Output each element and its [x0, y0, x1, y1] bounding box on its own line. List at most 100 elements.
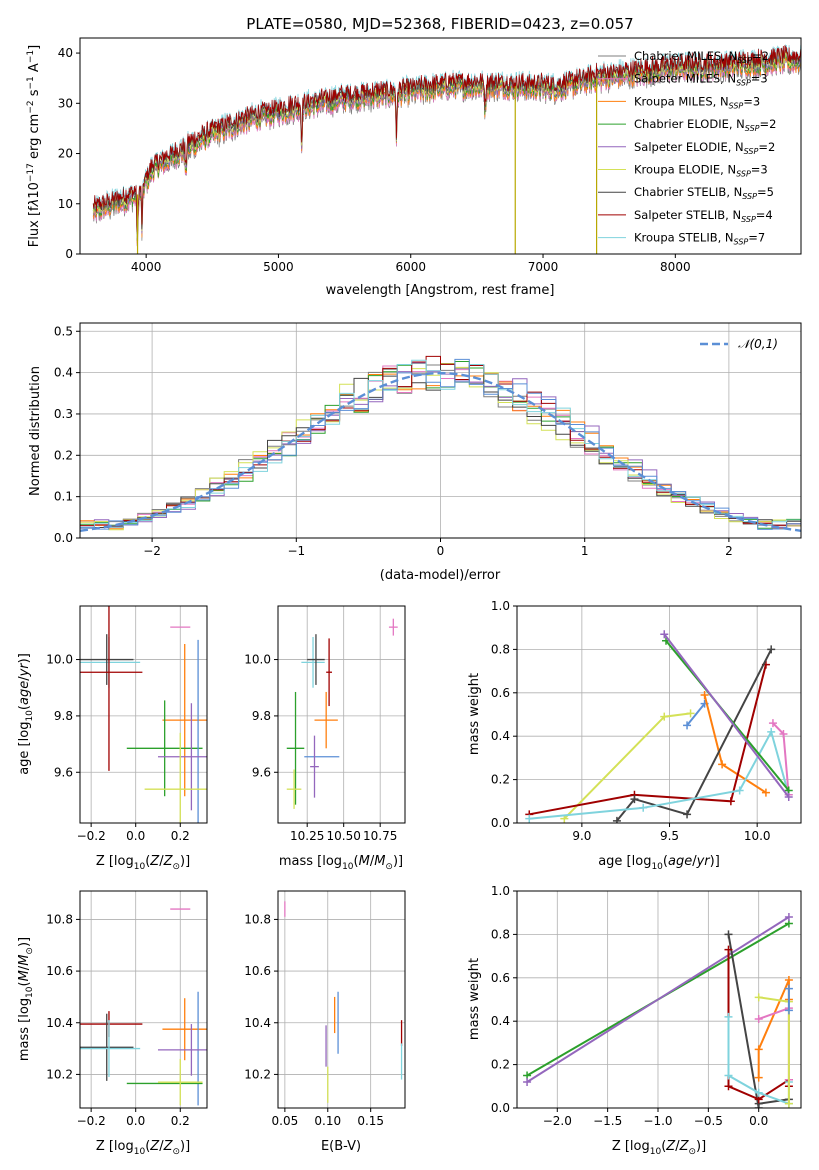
- spectrum-ticks: 4000 5000 6000 7000 8000 0 10 20 30 40: [58, 46, 691, 274]
- spectrum-series-line: [92, 44, 801, 233]
- x-tick-label: 0.15: [357, 1114, 384, 1128]
- legend-label: Salpeter MILES, NSSP=3: [634, 72, 768, 88]
- mass-vs-ebv-panel: E(B-V) 0.05 0.10 0.15 10.2 10.4 10.6 10.8: [244, 890, 406, 1154]
- weight-point: [523, 1077, 532, 1086]
- age-vs-Z-marks: [80, 606, 207, 823]
- weight-point: [754, 993, 763, 1002]
- weight-vs-age-ylabel: mass weight: [467, 673, 482, 755]
- y-tick-label: 0.0: [491, 1101, 510, 1115]
- weight-point: [525, 814, 534, 823]
- residuals-plot: [80, 323, 801, 539]
- legend-label: 𝒩(0,1): [738, 337, 778, 351]
- y-tick-label: 40: [58, 46, 73, 60]
- x-tick-label: 8000: [660, 260, 691, 274]
- spectrum-xlabel: wavelength [Angstrom, rest frame]: [326, 283, 555, 298]
- x-tick-label: 7000: [528, 260, 559, 274]
- mass-vs-ebv-marks: [284, 901, 403, 1103]
- x-tick-label: 0.05: [272, 1114, 299, 1128]
- x-tick-label: 0.0: [749, 1114, 768, 1128]
- normal-curve: [80, 371, 801, 532]
- mass-vs-Z-panel: Z [log10(Z/Z⊙)] mass [log10(M/M⊙)] −0.2 0…: [17, 890, 208, 1157]
- weight-point: [784, 984, 793, 993]
- legend-label: Salpeter ELODIE, NSSP=2: [634, 140, 775, 156]
- mass-vs-ebv-plot: [278, 891, 405, 1108]
- x-tick-label: 0.2: [171, 829, 190, 843]
- age-vs-mass-marks: [286, 618, 398, 809]
- x-tick-label: 4000: [131, 260, 162, 274]
- legend-label: Kroupa STELIB, NSSP=7: [634, 231, 765, 247]
- mass-vs-Z-ticks: −0.2 0.0 0.2 10.2 10.4 10.6 10.8: [46, 912, 190, 1128]
- weight-point: [784, 1006, 793, 1015]
- mass-vs-ebv-ticks: 0.05 0.10 0.15 10.2 10.4 10.6 10.8: [244, 912, 384, 1128]
- weight-point: [767, 645, 776, 654]
- spectrum-marks: [92, 43, 801, 254]
- y-tick-label: 0.6: [491, 686, 510, 700]
- mass-vs-Z-ylabel: mass [log10(M/M⊙)]: [17, 937, 35, 1061]
- weight-point: [754, 1015, 763, 1024]
- weight-vs-Z-ticks: −2.0 −1.5 −1.0 −0.5 0.0 0.0 0.2 0.4 0.6 0.8 1.0: [491, 884, 768, 1128]
- weight-point: [761, 788, 770, 797]
- y-tick-label: 10.8: [46, 912, 73, 926]
- y-tick-label: 0.8: [491, 642, 510, 656]
- age-vs-Z-ylabel: age [log10(age/yr)]: [17, 653, 35, 775]
- x-tick-label: 0.0: [126, 1114, 145, 1128]
- y-tick-label: 10: [58, 197, 73, 211]
- weight-vs-age-plot: [517, 605, 801, 824]
- weight-point: [612, 816, 621, 823]
- spectrum-plot: [92, 43, 801, 254]
- weight-point: [724, 1071, 733, 1080]
- weight-point: [754, 1045, 763, 1054]
- figure-title: PLATE=0580, MJD=52368, FIBERID=0423, z=0…: [246, 15, 633, 33]
- x-tick-label: 10.75: [363, 829, 397, 843]
- weight-point: [784, 792, 793, 801]
- weight-point: [700, 690, 709, 699]
- weight-series-line: [758, 1006, 790, 1080]
- weight-point: [660, 712, 669, 721]
- legend-label: Kroupa ELODIE, NSSP=3: [634, 163, 768, 179]
- y-tick-label: 10.4: [244, 1016, 271, 1030]
- weight-point: [726, 797, 735, 806]
- legend-label: Chabrier ELODIE, NSSP=2: [634, 117, 776, 133]
- x-tick-label: 2: [725, 544, 733, 558]
- y-tick-label: 0.0: [491, 816, 510, 830]
- x-tick-label: 0.10: [314, 1114, 341, 1128]
- residuals-panel: (data-model)/error Normed distribution −…: [28, 322, 802, 583]
- x-tick-label: 9.0: [572, 829, 591, 843]
- weight-point: [683, 721, 692, 730]
- weight-point: [639, 803, 648, 812]
- weight-vs-age-ticks: 9.0 9.5 10.0 0.0 0.2 0.4 0.6 0.8 1.0: [491, 599, 771, 843]
- y-tick-label: 0.4: [491, 1014, 510, 1028]
- spectrum-panel: wavelength [Angstrom, rest frame] Flux […: [26, 37, 802, 298]
- y-tick-label: 10.2: [244, 1067, 271, 1081]
- y-tick-label: 0.3: [54, 407, 73, 421]
- weight-vs-Z-marks: [523, 913, 793, 1108]
- weight-point: [686, 709, 695, 718]
- weight-series-line: [757, 979, 790, 1078]
- x-tick-label: −0.2: [77, 829, 106, 843]
- legend-label: Chabrier MILES, NSSP=2: [634, 49, 769, 65]
- y-tick-label: 10.4: [46, 1016, 73, 1030]
- y-tick-label: 0: [65, 247, 73, 261]
- mass-vs-Z-plot: [80, 891, 207, 1108]
- y-tick-label: 0.0: [54, 531, 73, 545]
- weight-vs-Z-xlabel: Z [log10(Z/Z⊙)]: [612, 1139, 706, 1157]
- y-tick-label: 0.8: [491, 927, 510, 941]
- weight-series-line: [703, 694, 767, 794]
- y-tick-label: 30: [58, 96, 73, 110]
- x-tick-label: −2: [143, 544, 161, 558]
- x-tick-label: −2.0: [543, 1114, 572, 1128]
- residuals-xlabel: (data-model)/error: [380, 568, 501, 583]
- y-tick-label: 0.4: [491, 729, 510, 743]
- x-tick-label: −0.5: [694, 1114, 723, 1128]
- y-tick-label: 10.0: [46, 653, 73, 667]
- x-tick-label: 0.0: [126, 829, 145, 843]
- weight-point: [718, 760, 727, 769]
- age-vs-mass-plot: [278, 606, 405, 823]
- weight-series-line: [526, 916, 790, 1083]
- age-vs-mass-ticks: 10.25 10.50 10.75 9.6 9.8 10.0: [244, 653, 397, 843]
- y-tick-label: 1.0: [491, 884, 510, 898]
- weight-vs-age-xlabel: age [log10(age/yr)]: [598, 854, 720, 872]
- y-tick-label: 10.0: [244, 653, 271, 667]
- weight-point: [724, 945, 733, 954]
